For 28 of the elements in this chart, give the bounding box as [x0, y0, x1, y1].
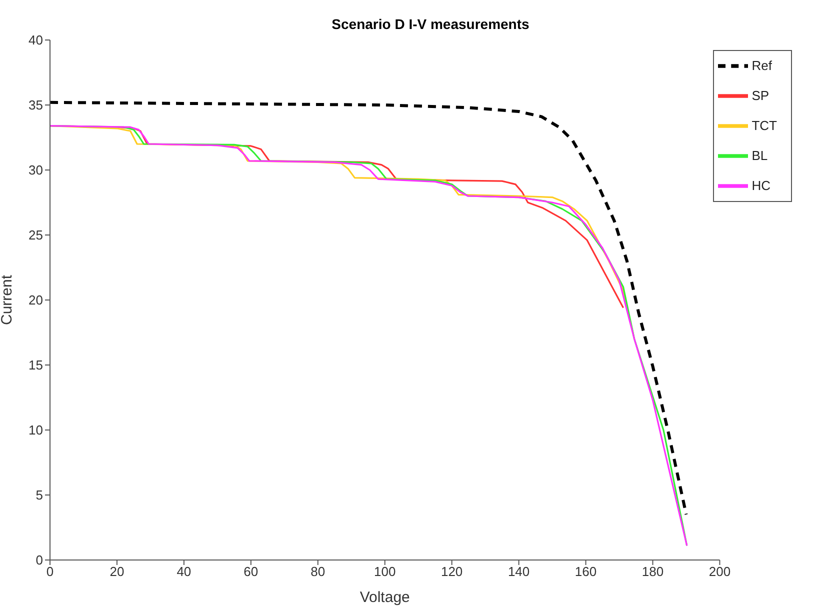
legend-label: SP: [752, 88, 770, 104]
x-tick-label: 20: [110, 564, 124, 580]
legend-label: TCT: [752, 118, 777, 134]
y-tick-label: 40: [28, 32, 43, 48]
x-tick-label: 120: [440, 564, 463, 580]
x-tick-label: 0: [46, 564, 54, 580]
x-tick-label: 160: [574, 564, 597, 580]
y-tick-label: 5: [36, 488, 43, 503]
legend-label: BL: [752, 148, 768, 164]
legend-label: HC: [752, 178, 770, 194]
y-tick-label: 35: [28, 98, 43, 113]
x-tick-label: 200: [708, 564, 731, 580]
y-axis-title: Current: [0, 274, 16, 326]
x-tick-label: 100: [374, 564, 396, 580]
y-tick-label: 15: [28, 358, 43, 373]
legend-label: Ref: [752, 58, 772, 74]
y-tick-label: 25: [28, 228, 43, 243]
x-axis-title: Voltage: [360, 589, 410, 606]
y-tick-label: 10: [28, 422, 43, 438]
chart-title: Scenario D I-V measurements: [330, 16, 530, 32]
x-tick-label: 180: [642, 564, 664, 580]
y-tick-label: 30: [28, 162, 43, 178]
y-tick-label: 20: [28, 292, 43, 308]
x-tick-label: 40: [176, 564, 192, 580]
x-tick-label: 80: [310, 564, 326, 580]
x-tick-label: 60: [244, 564, 258, 580]
x-tick-label: 140: [508, 564, 530, 580]
y-tick-label: 0: [36, 552, 43, 568]
